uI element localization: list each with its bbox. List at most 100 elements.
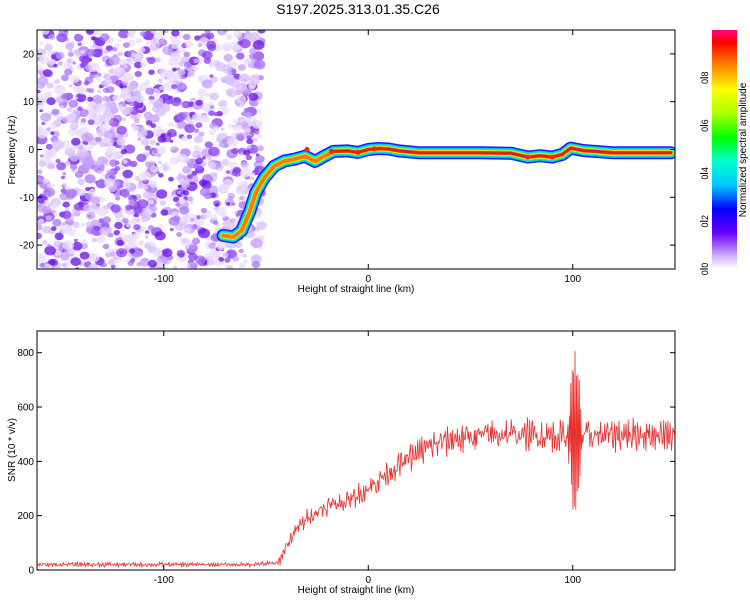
noise-speck [52, 139, 64, 150]
noise-speck [159, 85, 165, 91]
noise-speck [122, 218, 129, 224]
noise-speck [37, 169, 43, 175]
noise-speck [246, 135, 252, 140]
noise-speck [202, 156, 206, 160]
track-orange-band [221, 146, 673, 239]
noise-speck [96, 207, 108, 217]
noise-speck [77, 178, 85, 186]
noise-speck [232, 123, 243, 132]
noise-speck [137, 199, 149, 209]
noise-speck [134, 61, 143, 69]
noise-speck [56, 33, 68, 43]
noise-speck [78, 203, 84, 208]
noise-speck [207, 255, 213, 260]
noise-speck [64, 185, 70, 190]
spectrogram-y-label: Frequency (Hz) [7, 116, 18, 185]
track-peak [328, 148, 334, 154]
noise-speck [74, 33, 82, 40]
noise-speck [222, 219, 235, 229]
noise-speck [103, 73, 112, 81]
noise-speck [225, 34, 233, 40]
noise-speck [62, 222, 66, 226]
noise-speck [109, 55, 121, 66]
noise-speck [50, 226, 57, 231]
noise-speck [46, 127, 51, 131]
noise-speck [97, 170, 103, 175]
noise-speck [161, 248, 173, 257]
noise-speck [128, 248, 136, 254]
noise-speck [166, 128, 177, 138]
noise-speck [134, 176, 140, 181]
noise-speck [128, 101, 135, 107]
noise-speck [55, 51, 65, 60]
noise-speck [170, 146, 179, 154]
spectrogram-x-tick-label: 100 [564, 274, 581, 285]
noise-speck [122, 117, 127, 121]
noise-speck [213, 205, 220, 211]
noise-speck [136, 153, 147, 163]
noise-speck [179, 216, 187, 223]
noise-speck [62, 172, 67, 176]
noise-speck [42, 178, 49, 184]
noise-speck [127, 260, 134, 266]
noise-speck [191, 237, 201, 245]
snr-y-tick-label: 0 [28, 566, 34, 577]
noise-speck [62, 201, 70, 208]
noise-speck [37, 232, 42, 240]
noise-speck [50, 131, 55, 135]
noise-speck [122, 159, 128, 164]
snr-x-ticks: -100 0 100 [154, 331, 582, 586]
noise-speck [220, 127, 225, 131]
noise-speck [226, 265, 234, 269]
noise-speck [197, 43, 203, 48]
noise-speck [255, 242, 261, 246]
noise-speck [199, 187, 210, 197]
noise-speck [85, 30, 95, 35]
noise-speck [138, 47, 146, 53]
noise-speck [136, 262, 142, 267]
snr-series-line [37, 350, 675, 569]
noise-speck [186, 174, 193, 179]
noise-speck [97, 89, 101, 93]
noise-speck [79, 109, 89, 117]
noise-speck [140, 138, 150, 146]
noise-speck [95, 179, 107, 189]
noise-speck [216, 111, 223, 117]
noise-speck [247, 144, 252, 149]
noise-speck [53, 63, 58, 68]
noise-speck [125, 204, 133, 211]
noise-speck [90, 36, 96, 41]
noise-speck [149, 114, 160, 123]
noise-speck [165, 98, 173, 105]
noise-speck [116, 137, 127, 146]
noise-speck [64, 68, 73, 76]
noise-speck [147, 225, 155, 231]
colorbar-tick-label: 0.0 [700, 263, 710, 276]
noise-speck [195, 215, 201, 220]
noise-speck [209, 92, 219, 101]
noise-speck [46, 97, 56, 106]
noise-speck [82, 158, 94, 169]
noise-speck [232, 44, 239, 50]
noise-speck [177, 69, 186, 76]
colorbar-tick-label: 0.2 [700, 215, 710, 228]
noise-speck [151, 105, 161, 113]
noise-speck [69, 122, 79, 131]
noise-speck [223, 53, 233, 62]
noise-speck [206, 32, 215, 40]
noise-speck [221, 64, 232, 74]
noise-speck [126, 106, 134, 113]
noise-speck [202, 50, 213, 60]
noise-speck [227, 124, 233, 129]
noise-speck [191, 170, 198, 176]
snr-y-tick-label: 200 [17, 511, 34, 522]
noise-speck [176, 111, 187, 121]
noise-speck [182, 33, 191, 41]
noise-speck [94, 225, 101, 231]
noise-speck [162, 46, 174, 55]
noise-speck [76, 148, 89, 159]
noise-speck [248, 82, 257, 89]
noise-speck [79, 251, 90, 260]
noise-speck [257, 30, 266, 34]
